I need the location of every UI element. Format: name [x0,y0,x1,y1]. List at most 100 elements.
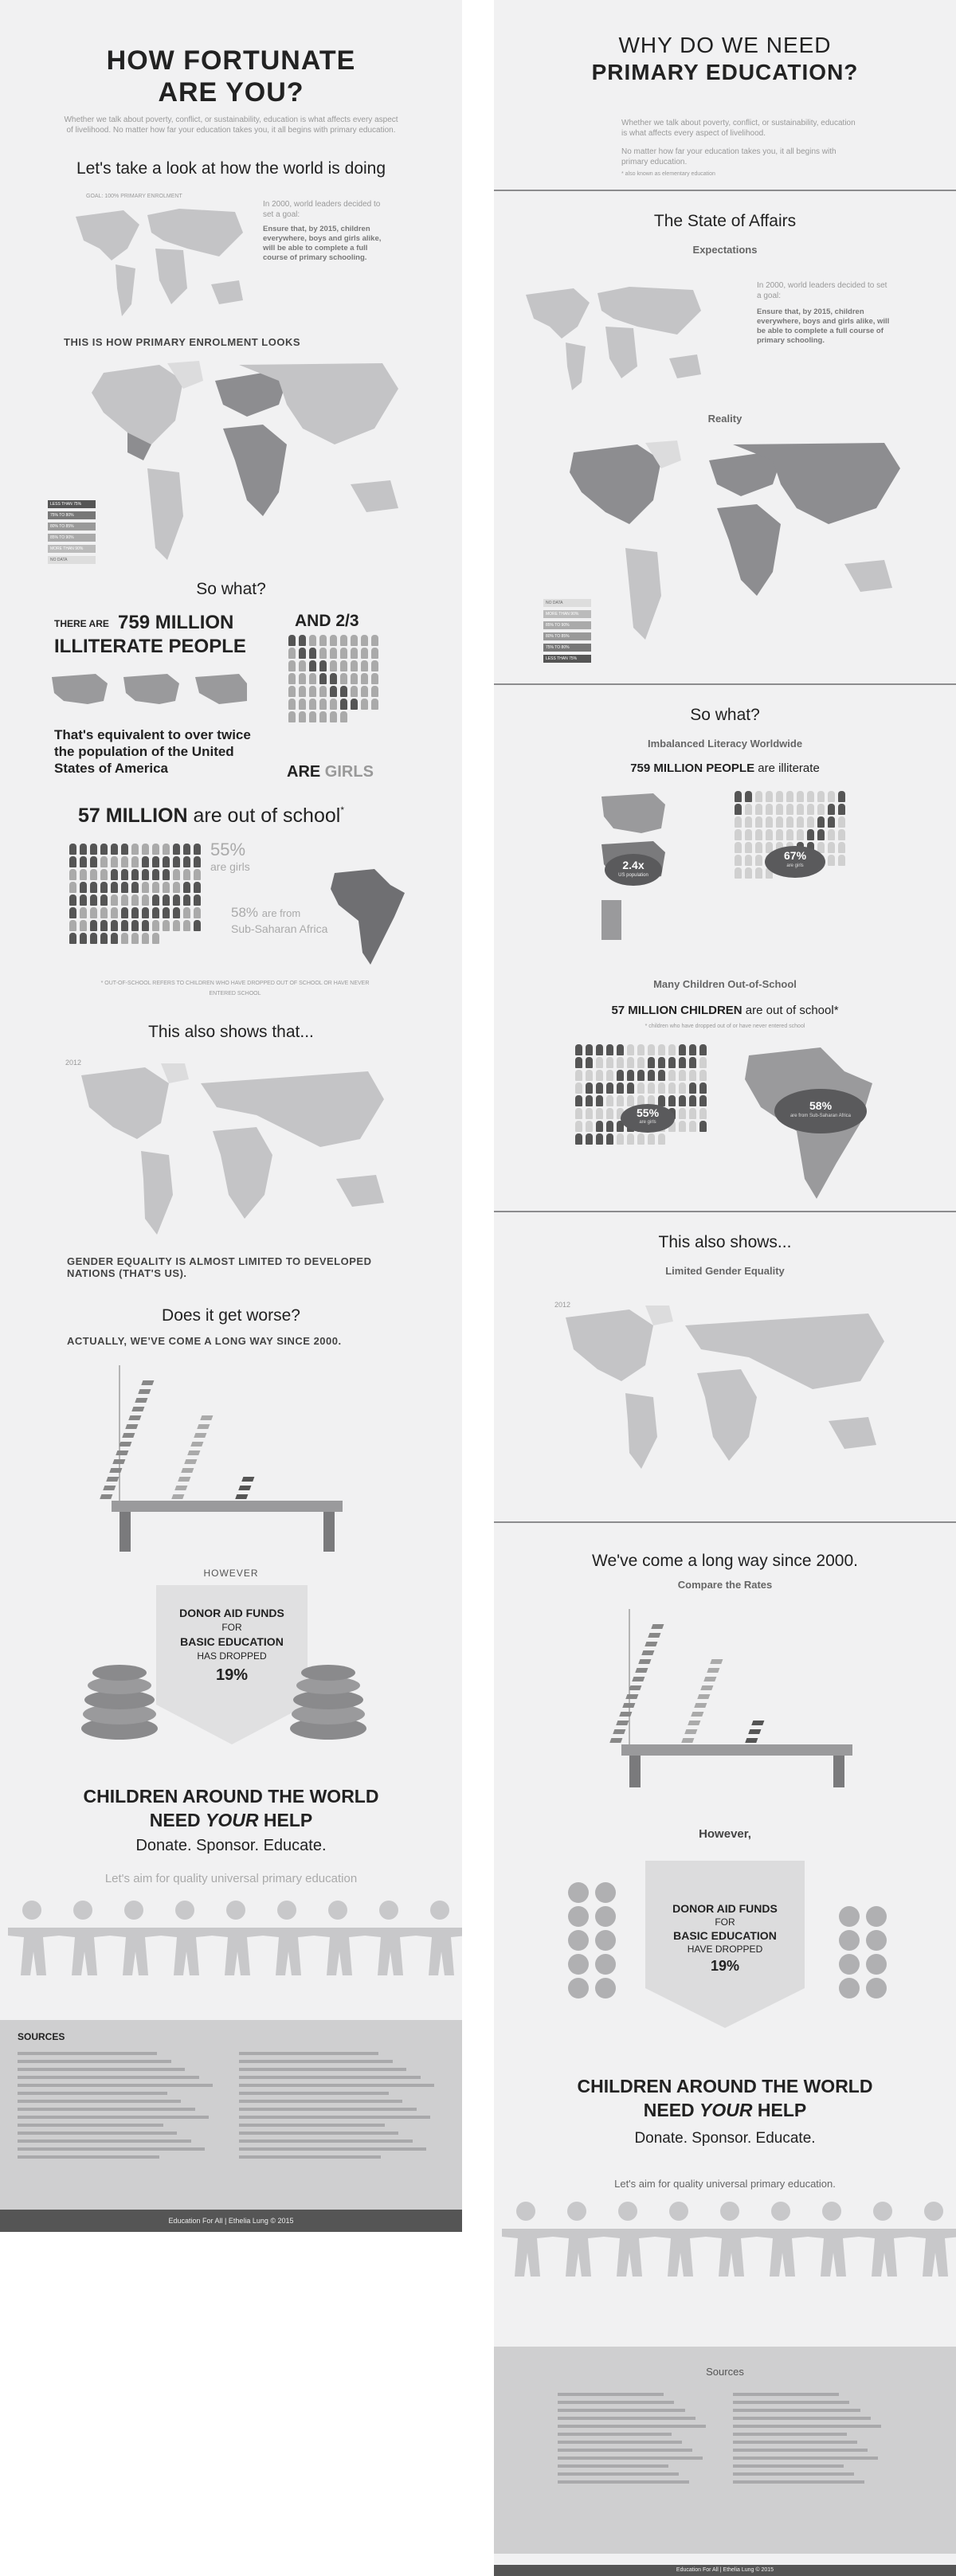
source-link[interactable] [18,2060,171,2063]
usa-stack-icon [601,793,665,940]
africa-map [331,869,405,965]
donor-banner [156,1585,308,1744]
source-link[interactable] [18,2068,185,2071]
source-link[interactable] [733,2457,879,2460]
person-icon [288,648,296,659]
source-link[interactable] [558,2457,703,2460]
source-link[interactable] [18,2100,181,2103]
person-icon [131,920,139,931]
donor-percent: 19% [710,1958,740,1974]
donor-line-1: DONOR AID FUNDS [179,1607,284,1619]
source-link[interactable] [239,2052,378,2055]
person-icon [586,1095,593,1106]
source-link[interactable] [18,2116,209,2119]
source-link[interactable] [18,2124,163,2127]
source-link[interactable] [558,2393,664,2396]
person-icon [797,791,804,802]
source-link[interactable] [239,2068,406,2071]
source-link[interactable] [18,2108,195,2111]
person-icon [90,856,97,867]
source-link[interactable] [558,2464,668,2468]
source-link[interactable] [733,2425,882,2428]
person-icon [351,673,358,684]
sources-list-left [18,2047,217,2163]
source-link[interactable] [18,2155,159,2159]
source-link[interactable] [239,2147,426,2151]
source-link[interactable] [558,2401,675,2404]
source-link[interactable] [558,2417,695,2420]
person-icon [828,855,835,866]
person-icon [699,1082,707,1094]
source-link[interactable] [18,2132,177,2135]
source-link[interactable] [558,2425,707,2428]
source-link[interactable] [239,2116,430,2119]
source-link[interactable] [733,2441,857,2444]
source-link[interactable] [733,2433,847,2436]
person-icon [351,660,358,671]
person-icon [121,933,128,944]
right-sources-title: Sources [706,2366,744,2378]
girls55-bubble [621,1104,675,1133]
source-link[interactable] [558,2472,679,2476]
donor-line-3: BASIC EDUCATION [180,1635,284,1648]
source-link[interactable] [733,2417,871,2420]
source-link[interactable] [18,2076,199,2079]
source-link[interactable] [733,2409,860,2412]
person-icon [689,1070,696,1081]
person-icon [111,882,118,893]
source-link[interactable] [733,2393,839,2396]
coin-icon [595,1906,616,1927]
pct-africa: 58% are from [231,905,300,921]
reality-world-map [570,440,900,640]
source-link[interactable] [239,2084,434,2087]
person-icon [131,882,139,893]
person-icon [309,711,316,722]
person-icon [80,907,87,918]
source-link[interactable] [239,2092,389,2095]
limited-gender-label: Limited Gender Equality [665,1265,785,1277]
source-link[interactable] [239,2100,402,2103]
right-goal-bold: Ensure that, by 2015, children everywher… [757,307,890,345]
section-divider [494,190,956,191]
source-link[interactable] [18,2139,191,2143]
person-icon [100,920,108,931]
source-link[interactable] [239,2108,417,2111]
source-link[interactable] [18,2147,205,2151]
source-link[interactable] [733,2464,844,2468]
person-icon [745,816,752,828]
person-icon [142,869,149,880]
chart-bar-segment [174,1486,188,1490]
source-link[interactable] [558,2433,672,2436]
source-link[interactable] [18,2084,213,2087]
person-icon [617,1121,624,1132]
person-icon [319,648,327,659]
person-icon [637,1057,645,1068]
source-link[interactable] [239,2155,381,2159]
person-icon [679,1082,686,1094]
source-link[interactable] [558,2409,685,2412]
source-link[interactable] [239,2139,413,2143]
source-link[interactable] [558,2480,690,2484]
person-icon [689,1044,696,1055]
source-link[interactable] [733,2401,850,2404]
person-icon [183,856,190,867]
right-donate-slogan: Donate. Sponsor. Educate. [634,2130,816,2147]
chart-bar-segment [197,1424,210,1429]
source-link[interactable] [239,2076,421,2079]
source-link[interactable] [733,2472,854,2476]
source-link[interactable] [18,2092,167,2095]
source-link[interactable] [733,2480,865,2484]
source-link[interactable] [239,2132,398,2135]
chart-bar-segment [703,1677,717,1681]
source-link[interactable] [558,2449,693,2452]
coin-icon [839,1954,860,1975]
source-link[interactable] [18,2052,157,2055]
person-icon [699,1108,707,1119]
africa58-value: 58 [809,1099,822,1112]
source-link[interactable] [733,2449,868,2452]
person-icon [100,933,108,944]
source-link[interactable] [239,2124,385,2127]
source-link[interactable] [558,2441,682,2444]
source-link[interactable] [239,2060,393,2063]
person-icon [183,895,190,906]
